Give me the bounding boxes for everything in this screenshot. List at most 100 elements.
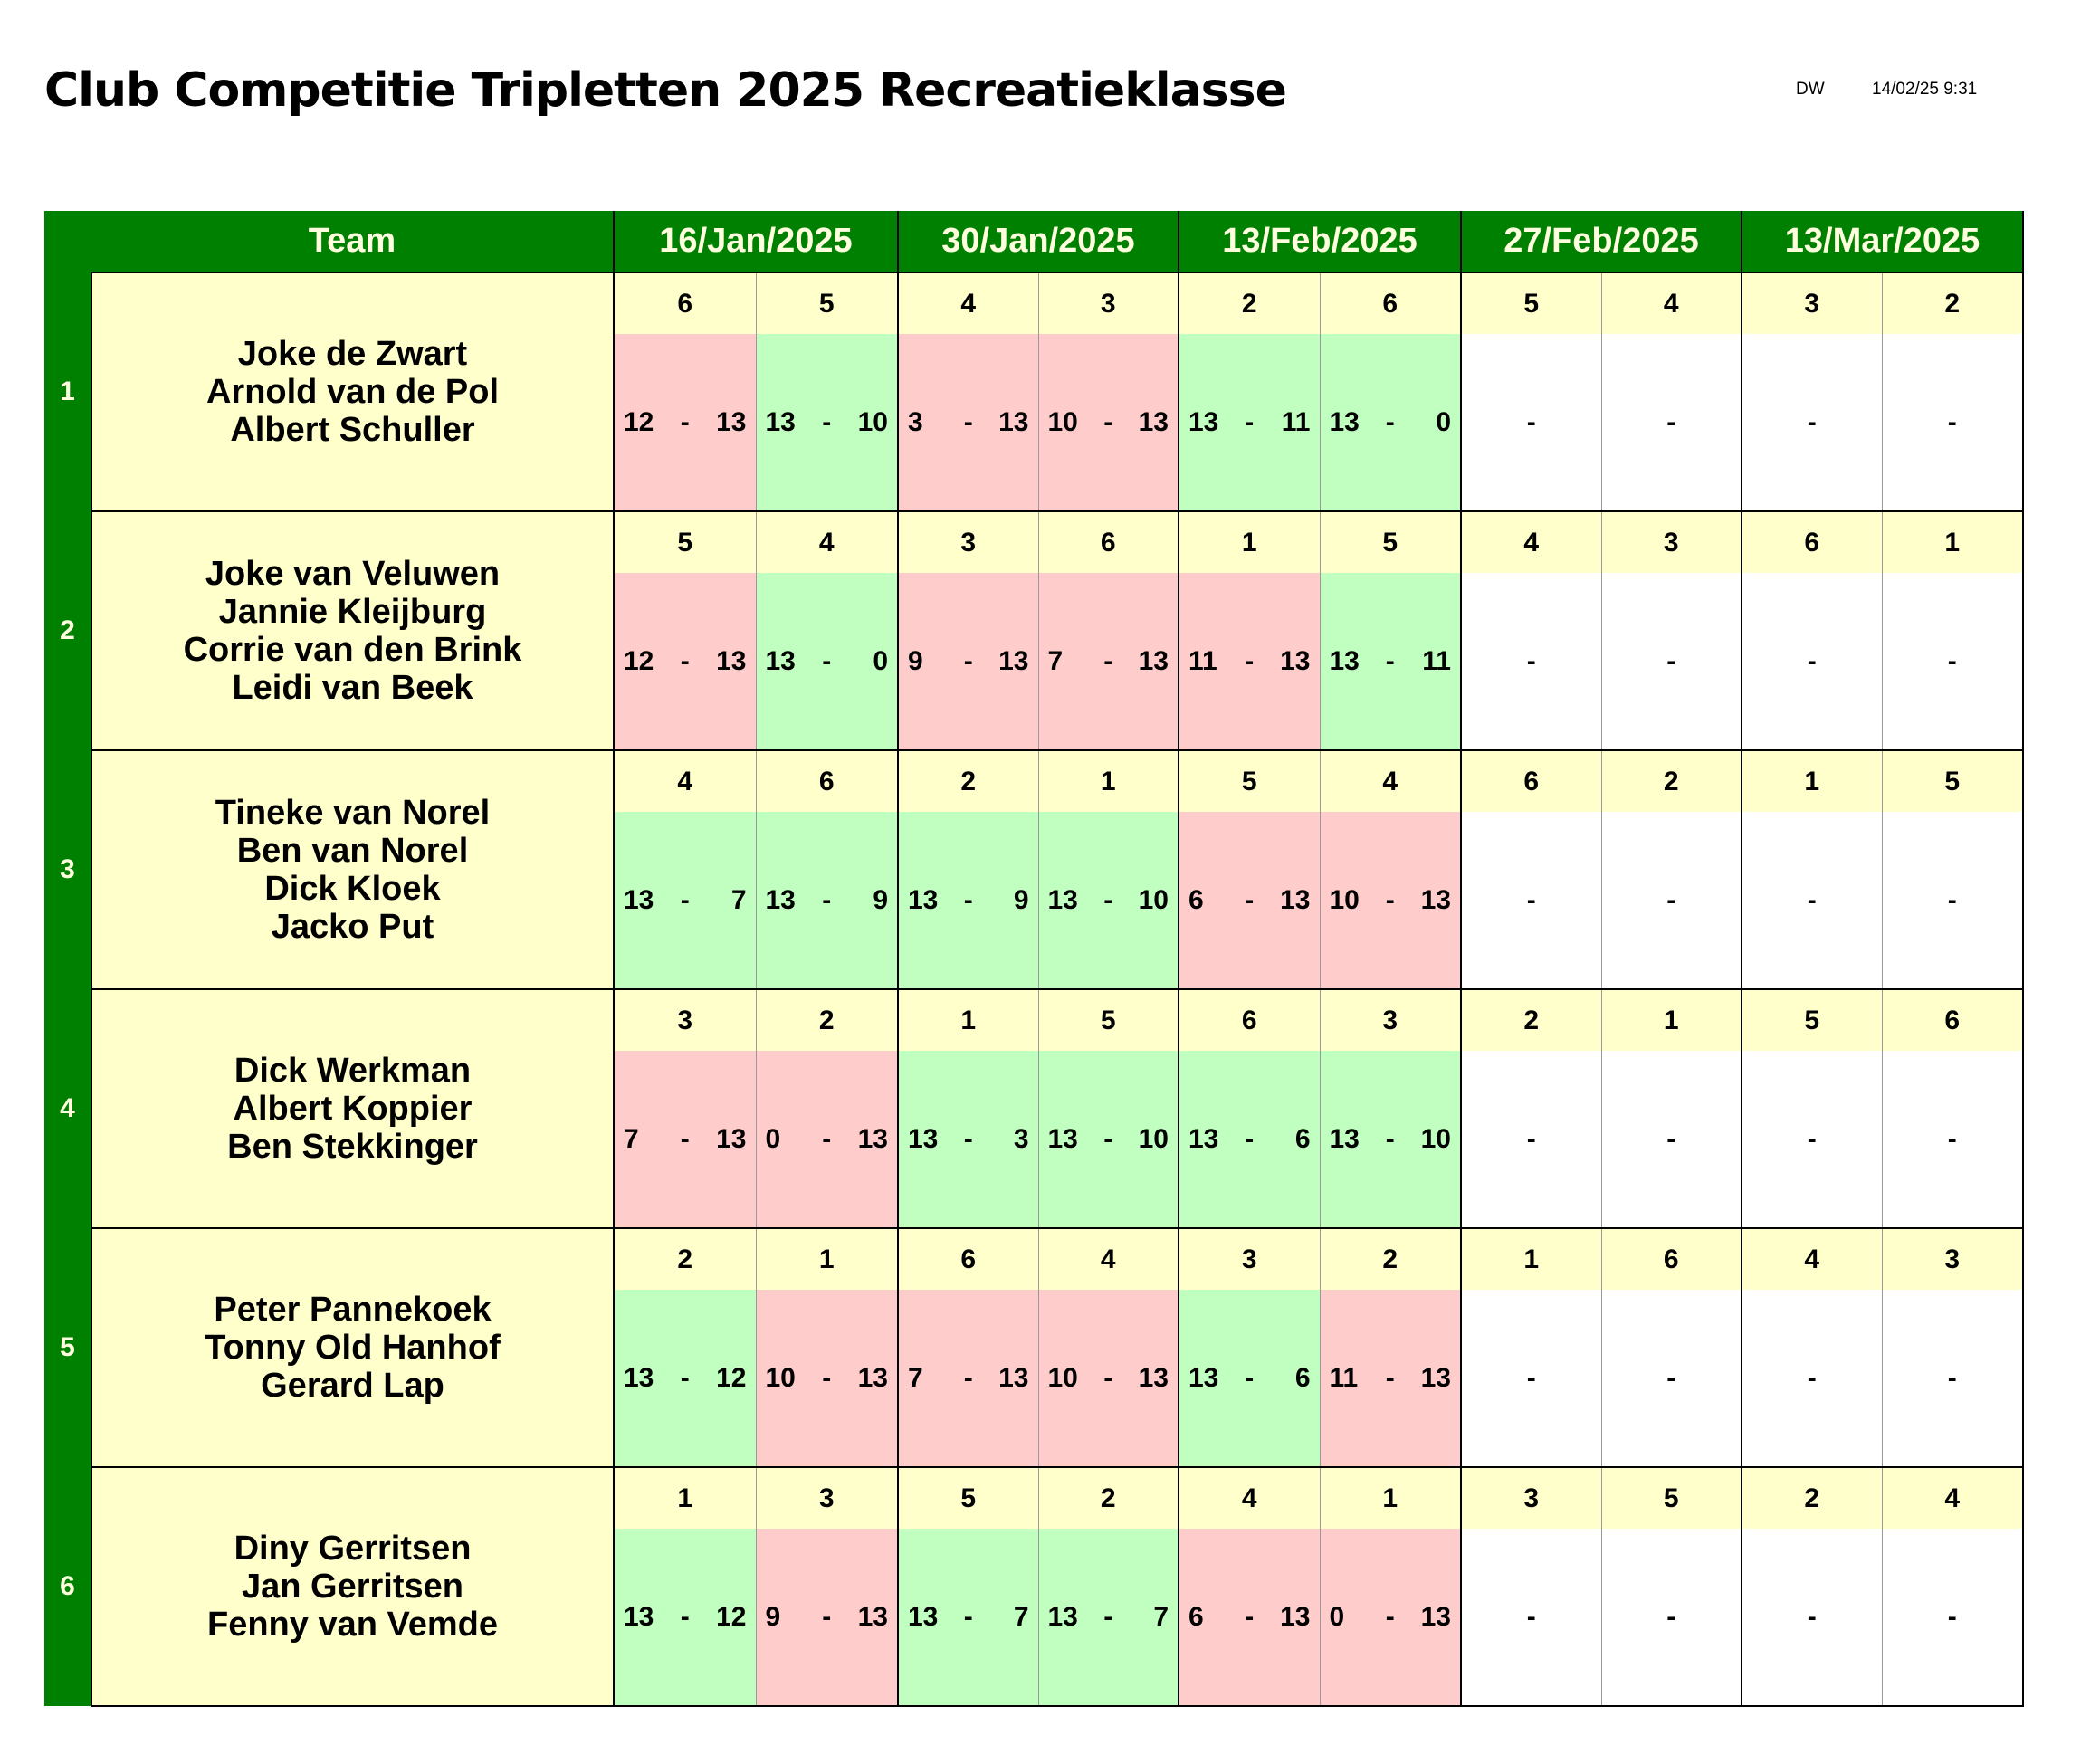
score-cell: 7 -13 xyxy=(897,1290,1038,1467)
score-cell: - xyxy=(1600,334,1742,511)
score-own: 12 xyxy=(624,406,654,437)
header-corner xyxy=(44,211,91,272)
score-cell: 0 -13 xyxy=(1319,1529,1461,1707)
player-name: Jannie Kleijburg xyxy=(218,593,487,631)
score-separator: - xyxy=(1245,1123,1255,1154)
opponent-number: 6 xyxy=(1881,988,2024,1051)
score-opponent: 13 xyxy=(998,645,1029,676)
opponent-number: 5 xyxy=(613,510,756,573)
score-cell: - xyxy=(1460,1529,1601,1707)
score-own: 13 xyxy=(1329,406,1360,437)
score-cell: 7 -13 xyxy=(1037,573,1179,750)
score-dash: - xyxy=(1807,1601,1817,1632)
score-cell: - xyxy=(1741,812,1882,989)
opponent-number: 3 xyxy=(755,1466,898,1529)
score-opponent: 7 xyxy=(730,884,747,915)
player-name: Albert Schuller xyxy=(230,411,475,449)
opponent-number: 2 xyxy=(1319,1227,1461,1290)
opponent-number: 1 xyxy=(1319,1466,1461,1529)
player-name: Albert Koppier xyxy=(233,1090,473,1128)
team-names: Joke de Zwart Arnold van de Pol Albert Sch… xyxy=(91,272,615,512)
score-dash: - xyxy=(1947,645,1957,676)
score-cell: 0 -13 xyxy=(755,1051,898,1228)
team-number: 1 xyxy=(44,272,91,511)
opponent-number: 3 xyxy=(897,510,1038,573)
team-names: Tineke van Norel Ben van Norel Dick Kloek J… xyxy=(91,749,615,990)
player-name: Diny Gerritsen xyxy=(234,1530,472,1568)
score-cell: 13- 0 xyxy=(755,573,898,750)
score-dash: - xyxy=(1666,1123,1676,1154)
score-dash: - xyxy=(1807,406,1817,437)
team-names: Joke van Veluwen Jannie Kleijburg Corrie v… xyxy=(91,510,615,751)
opponent-number: 6 xyxy=(1600,1227,1742,1290)
score-opponent: 10 xyxy=(1420,1123,1451,1154)
opponent-number: 6 xyxy=(755,749,898,812)
score-opponent: 13 xyxy=(1138,1362,1169,1393)
score-separator: - xyxy=(963,884,973,915)
score-own: 13 xyxy=(624,884,654,915)
score-own: 13 xyxy=(1188,1123,1219,1154)
team-names: Dick Werkman Albert Koppier Ben Stekkinger xyxy=(91,988,615,1229)
score-own: 11 xyxy=(1329,1362,1359,1393)
opponent-number: 2 xyxy=(897,749,1038,812)
opponent-number: 6 xyxy=(897,1227,1038,1290)
score-cell: 12-13 xyxy=(613,573,756,750)
score-separator: - xyxy=(1385,1601,1395,1632)
score-separator: - xyxy=(680,1362,690,1393)
score-cell: 13-11 xyxy=(1319,573,1461,750)
score-cell: 13-12 xyxy=(613,1529,756,1707)
score-opponent: 13 xyxy=(1280,1601,1311,1632)
score-dash: - xyxy=(1947,1601,1957,1632)
score-dash: - xyxy=(1666,884,1676,915)
opponent-number: 4 xyxy=(613,749,756,812)
score-dash: - xyxy=(1947,1123,1957,1154)
score-opponent: 0 xyxy=(873,645,888,676)
score-opponent: 10 xyxy=(1138,884,1169,915)
score-separator: - xyxy=(822,1123,832,1154)
score-cell: 13- 9 xyxy=(755,812,898,989)
score-cell: - xyxy=(1460,1051,1601,1228)
opponent-number: 1 xyxy=(1741,749,1882,812)
score-own: 13 xyxy=(908,884,939,915)
score-own: 13 xyxy=(908,1123,939,1154)
score-cell: 9 -13 xyxy=(755,1529,898,1707)
opponent-number: 1 xyxy=(1178,510,1320,573)
opponent-number: 2 xyxy=(1881,272,2024,334)
opponent-number: 1 xyxy=(755,1227,898,1290)
score-opponent: 12 xyxy=(716,1601,747,1632)
score-dash: - xyxy=(1666,1601,1676,1632)
score-cell: 10-13 xyxy=(1037,334,1179,511)
score-own: 0 xyxy=(765,1123,781,1154)
score-opponent: 9 xyxy=(873,884,888,915)
score-dash: - xyxy=(1807,884,1817,915)
opponent-number: 3 xyxy=(1178,1227,1320,1290)
score-cell: 11-13 xyxy=(1178,573,1320,750)
score-separator: - xyxy=(822,884,832,915)
score-dash: - xyxy=(1666,406,1676,437)
opponent-number: 5 xyxy=(1037,988,1179,1051)
opponent-number: 4 xyxy=(1460,510,1601,573)
score-cell: 10-13 xyxy=(1037,1290,1179,1467)
score-own: 13 xyxy=(624,1362,654,1393)
team-number: 2 xyxy=(44,511,91,750)
score-separator: - xyxy=(1385,406,1395,437)
opponent-number: 1 xyxy=(1460,1227,1601,1290)
opponent-number: 3 xyxy=(1037,272,1179,334)
score-cell: - xyxy=(1460,1290,1601,1467)
score-opponent: 13 xyxy=(857,1601,888,1632)
score-cell: 6 -13 xyxy=(1178,1529,1320,1707)
player-name: Arnold van de Pol xyxy=(205,373,500,411)
score-cell: 13-10 xyxy=(1037,1051,1179,1228)
score-cell: 13- 0 xyxy=(1319,334,1461,511)
opponent-number: 6 xyxy=(1319,272,1461,334)
score-cell: 3 -13 xyxy=(897,334,1038,511)
team-row: 5 Peter Pannekoek Tonny Old Hanhof Gerard L… xyxy=(44,1227,2024,1468)
score-opponent: 10 xyxy=(1138,1123,1169,1154)
score-opponent: 7 xyxy=(1013,1601,1029,1632)
header-date: 30/Jan/2025 xyxy=(897,211,1179,272)
score-own: 13 xyxy=(1188,1362,1219,1393)
score-row: 13-12 10-13 7-13 10-13 13-6 11-13- - - - xyxy=(44,1290,2024,1467)
score-separator: - xyxy=(963,1601,973,1632)
score-own: 13 xyxy=(765,884,796,915)
score-cell: - xyxy=(1460,812,1601,989)
